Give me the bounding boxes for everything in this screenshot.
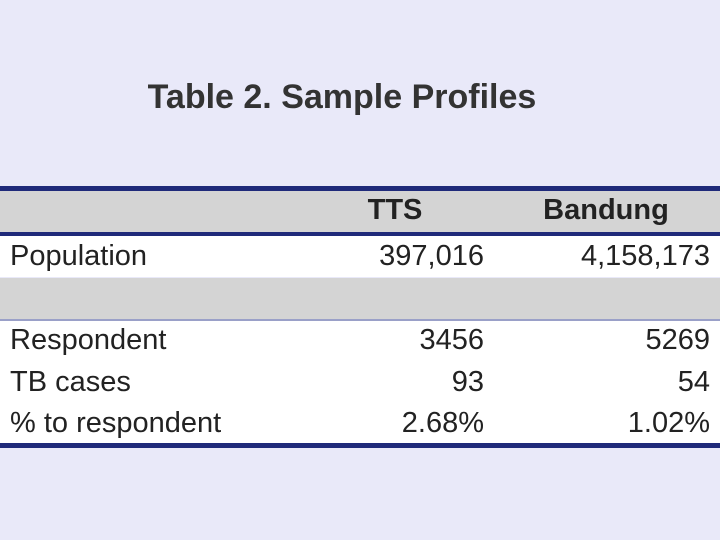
row-label: Respondent [10,324,167,356]
row-label: TB cases [10,366,131,398]
cell-value: 1.02% [627,407,710,439]
column-header: Bandung [543,194,669,226]
spacer-row [0,278,720,319]
cell-value: 4,158,173 [580,240,710,272]
header-rule [0,232,720,236]
cell-value: 54 [677,366,710,398]
population-row [0,236,720,277]
row-label: Population [10,240,148,272]
cell-value: 3456 [419,324,484,356]
row-label: % to respondent [10,407,222,439]
cell-value: 93 [451,366,484,398]
header-row [0,191,720,232]
cell-value: 2.68% [401,407,484,439]
cell-value: 397,016 [379,240,484,272]
column-header: TTS [367,194,423,226]
cell-value: 5269 [645,324,710,356]
spacer-rule [0,319,720,321]
body-rows [0,321,720,443]
table-bottom-rule [0,443,720,448]
table-top-rule [0,186,720,191]
slide-title: Table 2. Sample Profiles [147,78,537,116]
